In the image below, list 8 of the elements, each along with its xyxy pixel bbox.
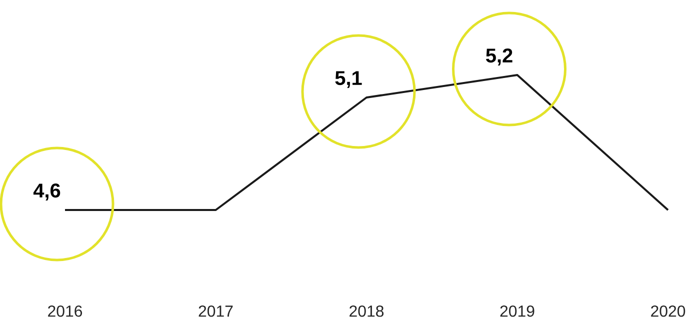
x-tick-label: 2018 [350,306,384,317]
data-label: 4,6 [33,183,60,200]
x-tick-label: 2016 [48,306,82,317]
data-label: 5,2 [486,48,512,66]
x-tick-label: 2020 [651,306,686,317]
x-tick-label: 2019 [500,306,534,317]
x-tick-label: 2017 [198,306,233,317]
data-label: 5,1 [335,71,362,88]
